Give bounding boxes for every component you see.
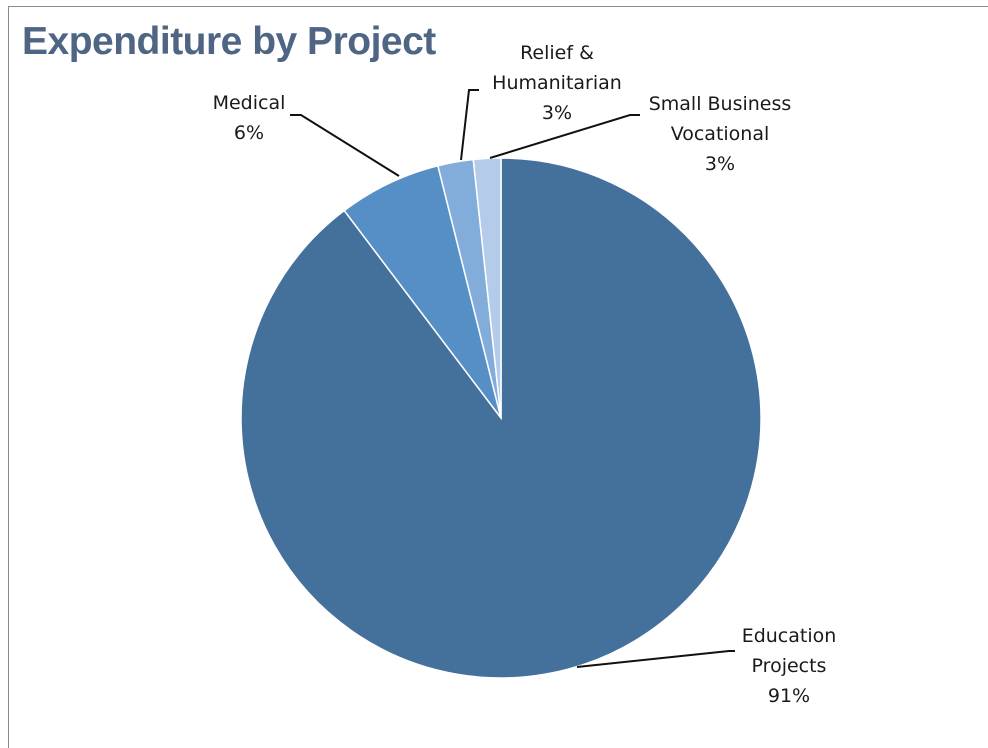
label-small-business-vocational: Small Business Vocational 3% [649,93,792,175]
slice-category-label: Humanitarian [492,72,622,94]
leader-education-projects [576,650,735,668]
slice-category-label: Relief & [520,42,594,64]
label-relief-humanitarian: Relief & Humanitarian 3% [492,42,622,124]
slice-category-label: Small Business [649,93,792,115]
label-medical: Medical 6% [213,92,286,144]
leader-relief-humanitarian [460,89,479,161]
chart-frame [8,6,988,748]
slice-category-label: Vocational [671,123,770,145]
slice-small-business-vocational [472,157,502,419]
chart-title: Expenditure by Project [22,20,436,63]
pie-slices [240,157,762,679]
leader-lines [290,89,735,668]
slice-category-label: Medical [213,92,286,114]
slice-percent-label: 6% [234,122,264,144]
leader-small-business-vocational [489,114,640,159]
slice-percent-label: 3% [705,153,735,175]
label-education-projects: Education Projects 91% [742,625,837,707]
slice-category-label: Projects [752,655,827,677]
slice-labels: Education Projects 91% Medical 6% Relief & Hum… [213,42,837,707]
slice-percent-label: 91% [768,685,810,707]
slice-category-label: Education [742,625,837,647]
slice-percent-label: 3% [542,102,572,124]
leader-medical [290,114,400,177]
